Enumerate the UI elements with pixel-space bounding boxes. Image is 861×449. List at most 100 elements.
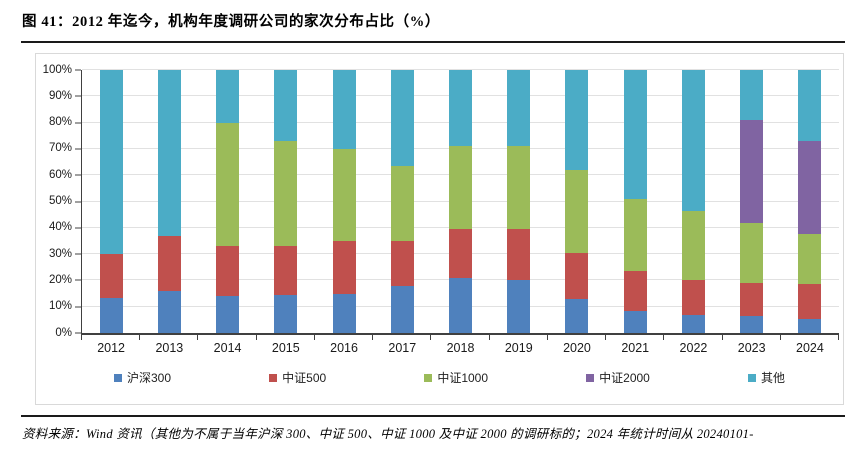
x-label-2019: 2019 <box>504 341 533 355</box>
y-tick-80% <box>75 122 81 124</box>
x-tick-6 <box>430 335 432 340</box>
x-tick-8 <box>546 335 548 340</box>
y-tick-90% <box>75 95 81 97</box>
legend-marker-icon <box>747 373 756 382</box>
bar-segment-2016-沪深300 <box>332 293 356 333</box>
bar-segment-2022-中证500 <box>681 280 705 315</box>
x-tick-5 <box>372 335 374 340</box>
bar-segment-2016-其他 <box>332 70 356 149</box>
y-label-90%: 90% <box>48 89 72 102</box>
bar-2018 <box>431 70 489 333</box>
footer-divider <box>21 415 845 417</box>
bar-segment-2015-其他 <box>274 70 298 142</box>
bar-segment-2013-沪深300 <box>157 290 181 333</box>
legend-marker-icon <box>114 373 122 382</box>
bar-segment-2023-中证500 <box>740 283 764 316</box>
legend-item-沪深300: 沪深300 <box>114 369 171 386</box>
bar-2017 <box>373 70 431 333</box>
bar-2023 <box>723 70 781 333</box>
bar-segment-2020-中证1000 <box>565 169 589 253</box>
bar-2014 <box>198 70 256 333</box>
legend-label-中证500: 中证500 <box>282 371 327 385</box>
y-label-0%: 0% <box>55 326 72 339</box>
y-label-80%: 80% <box>48 115 72 128</box>
bar-segment-2019-沪深300 <box>507 280 531 333</box>
bar-segment-2019-其他 <box>507 70 531 147</box>
bar-segment-2018-沪深300 <box>449 277 473 333</box>
bar-segment-2024-中证1000 <box>798 234 822 285</box>
bar-segment-2024-沪深300 <box>798 318 822 333</box>
y-label-20%: 20% <box>48 273 72 286</box>
y-label-30%: 30% <box>48 247 72 260</box>
bar-2020 <box>548 70 606 333</box>
bar-segment-2023-其他 <box>740 70 764 120</box>
bar-2024 <box>781 70 839 333</box>
bar-segment-2013-中证500 <box>157 235 181 291</box>
bar-2013 <box>140 70 198 333</box>
bar-segment-2024-其他 <box>798 70 822 142</box>
bar-segment-2020-其他 <box>565 70 589 170</box>
y-label-60%: 60% <box>48 168 72 181</box>
legend-item-其他: 其他 <box>747 369 785 386</box>
legend-item-中证500: 中证500 <box>269 369 326 386</box>
bar-2012 <box>82 70 140 333</box>
x-tick-12 <box>779 335 781 340</box>
legend-label-其他: 其他 <box>760 371 785 385</box>
x-label-2012: 2012 <box>97 341 126 355</box>
x-tick-9 <box>605 335 607 340</box>
x-tick-1 <box>139 335 141 340</box>
bar-2015 <box>257 70 315 333</box>
bar-segment-2023-中证1000 <box>740 222 764 284</box>
bar-segment-2021-沪深300 <box>623 310 647 333</box>
bar-segment-2013-其他 <box>157 70 181 236</box>
plot-area: 0% 10% 20% 30% 40% 50% 60% 70% 80% 90% 100% 2012 201… <box>43 64 839 355</box>
bar-segment-2019-中证500 <box>507 229 531 281</box>
y-tick-10% <box>75 306 81 308</box>
source-note: 资料来源：Wind 资讯（其他为不属于当年沪深 300、中证 500、中证 10… <box>22 427 754 441</box>
x-tick-0 <box>81 335 82 340</box>
bar-segment-2021-中证1000 <box>623 198 647 272</box>
bar-2022 <box>664 70 722 333</box>
bar-segment-2019-中证1000 <box>507 146 531 230</box>
legend-item-中证1000: 中证1000 <box>424 369 488 386</box>
bar-segment-2018-中证500 <box>449 229 473 278</box>
bar-segment-2017-其他 <box>390 70 414 167</box>
bar-segment-2022-中证1000 <box>681 210 705 281</box>
bar-segment-2021-中证500 <box>623 271 647 311</box>
x-tick-13 <box>838 335 839 340</box>
y-tick-30% <box>75 253 81 255</box>
y-axis-line <box>81 70 82 334</box>
legend: 沪深300 中证500 中证1000 中证2000 其他 <box>114 369 785 386</box>
bars-row <box>82 70 839 333</box>
bar-segment-2024-中证2000 <box>798 141 822 235</box>
bar-segment-2015-中证500 <box>274 246 298 295</box>
x-axis-line <box>81 333 839 335</box>
figure-title: 图 41：2012 年迄今，机构年度调研公司的家次分布占比（%） <box>22 14 440 30</box>
y-tick-50% <box>75 201 81 202</box>
x-label-2020: 2020 <box>563 341 591 355</box>
x-tick-11 <box>721 335 723 340</box>
bar-2021 <box>606 70 664 333</box>
bar-segment-2016-中证500 <box>332 240 356 294</box>
x-tick-7 <box>488 335 490 340</box>
bar-segment-2022-沪深300 <box>681 314 705 333</box>
legend-marker-icon <box>424 373 433 382</box>
bar-segment-2012-其他 <box>99 70 123 255</box>
x-label-2021: 2021 <box>621 341 650 355</box>
y-tick-40% <box>75 227 81 229</box>
bar-segment-2018-中证1000 <box>449 146 473 230</box>
y-tick-100% <box>75 69 81 71</box>
title-divider <box>21 41 845 43</box>
bar-segment-2018-其他 <box>449 70 473 147</box>
bar-segment-2024-中证500 <box>798 284 822 319</box>
y-label-10%: 10% <box>48 299 72 312</box>
x-label-2016: 2016 <box>330 341 358 355</box>
bar-segment-2014-沪深300 <box>216 296 240 333</box>
y-tick-70% <box>75 148 81 150</box>
bar-segment-2014-中证500 <box>216 246 240 297</box>
x-tick-3 <box>255 335 257 340</box>
x-label-2018: 2018 <box>446 341 475 355</box>
x-label-2017: 2017 <box>388 341 417 355</box>
x-label-2023: 2023 <box>737 341 766 355</box>
